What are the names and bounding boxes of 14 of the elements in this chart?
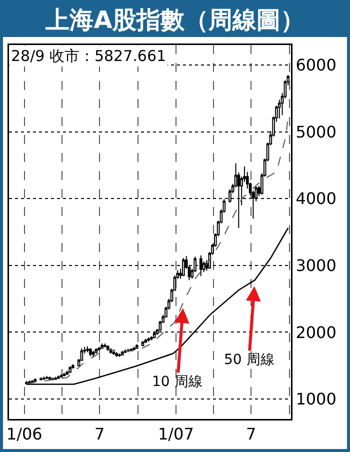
annotation: 50 周線 [224, 352, 274, 368]
annotation: 28/9 收市：5827.661 [11, 47, 166, 65]
y-tick-label: 4000 [296, 189, 336, 208]
x-tick-label: 1/06 [6, 424, 42, 444]
y-tick-label: 3000 [296, 256, 336, 275]
x-tick-label: 7 [94, 424, 105, 444]
x-tick-label: 1/07 [158, 424, 194, 444]
y-tick-label: 5000 [296, 122, 336, 142]
x-tick-label: 7 [246, 424, 256, 444]
y-tick-label: 1000 [296, 390, 336, 409]
chart-title: 上海A股指數（周線圖） [3, 3, 347, 37]
y-tick-label: 6000 [296, 56, 336, 75]
annotation: 10 周線 [152, 374, 202, 390]
y-tick-label: 2000 [296, 322, 336, 342]
